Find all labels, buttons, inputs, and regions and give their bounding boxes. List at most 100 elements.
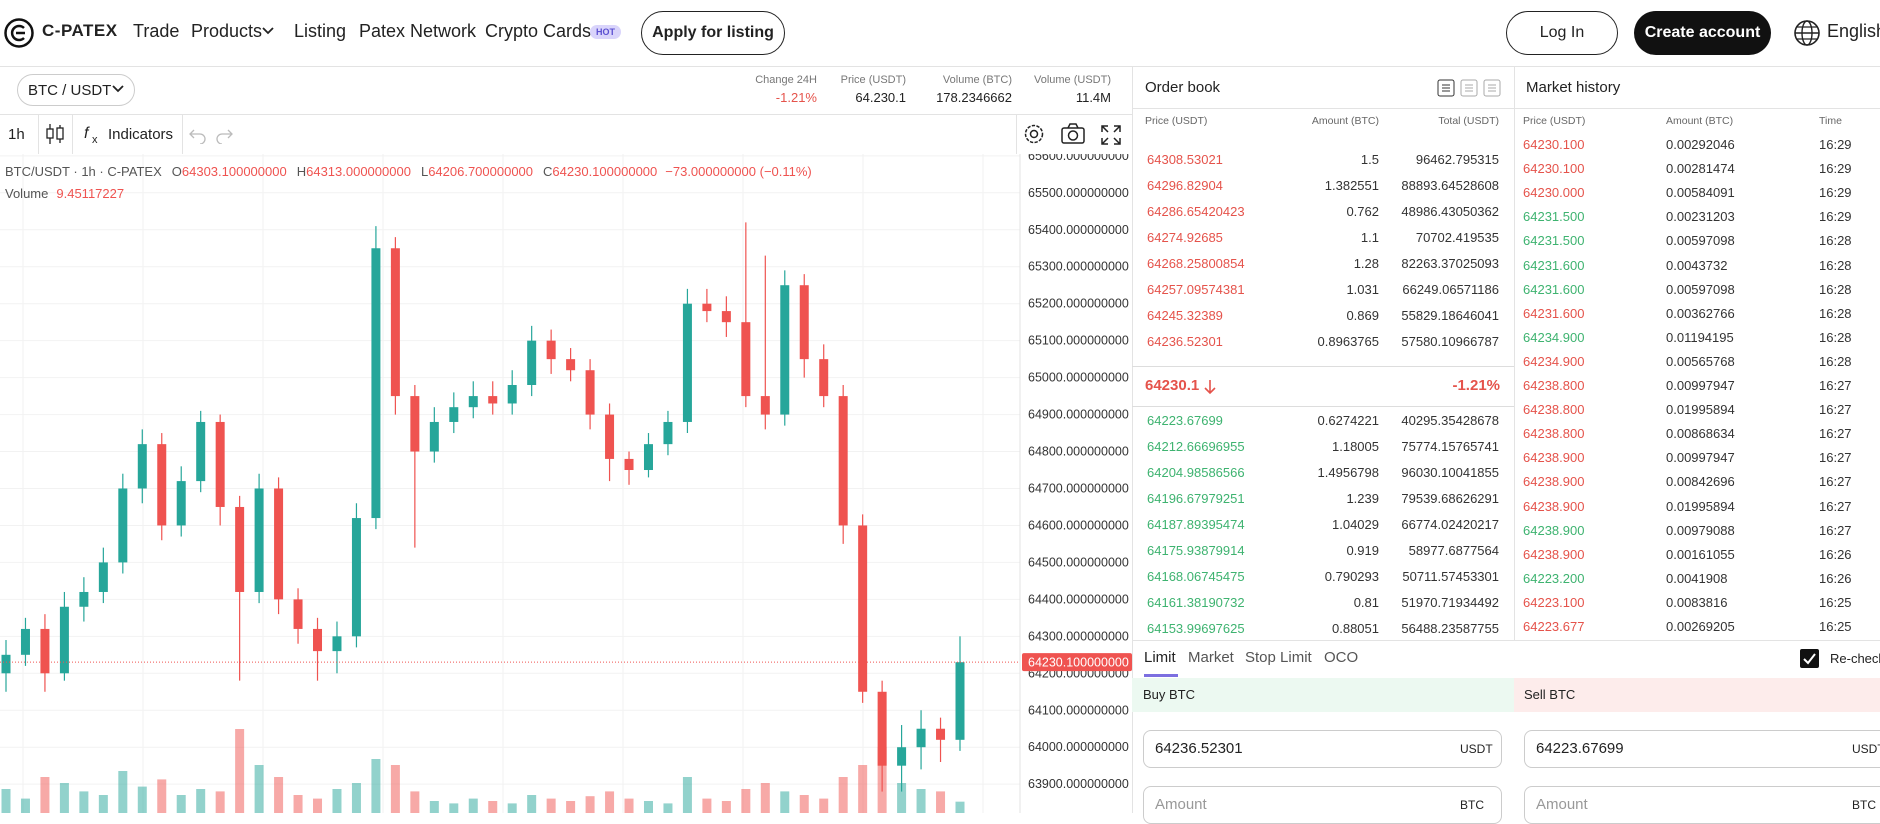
candle-body: [449, 407, 459, 422]
bid-cell: 64168.06745475: [1147, 569, 1245, 584]
ohlc-change: −73.000000000 (−0.11%): [665, 164, 812, 179]
volume-bar: [1, 789, 11, 813]
trade-price: 64238.900: [1523, 546, 1585, 562]
volume-bar: [546, 798, 556, 813]
volume-bar: [254, 765, 264, 813]
ask-cell: 55829.18646041: [1401, 308, 1499, 323]
ask-cell: 64236.52301: [1147, 334, 1223, 349]
nav-link[interactable]: Products: [191, 21, 263, 41]
trade-price: 64223.200: [1523, 570, 1585, 586]
column-header: Amount (BTC): [1311, 115, 1379, 127]
input-unit: USDT: [1460, 742, 1493, 756]
fullscreen-icon[interactable]: [1100, 124, 1122, 146]
y-tick-label: 65500.000000000: [1028, 186, 1129, 200]
globe-icon[interactable]: [1793, 19, 1821, 47]
screenshot-icon[interactable]: [1060, 122, 1086, 146]
interval[interactable]: 1h: [8, 126, 25, 143]
input-field[interactable]: [1524, 730, 1880, 768]
bid-cell: 79539.68626291: [1401, 491, 1499, 506]
indicators-button[interactable]: Indicators: [108, 126, 174, 143]
candle-body: [176, 481, 186, 526]
buy-title: Buy BTC: [1143, 687, 1196, 702]
volume-bar: [643, 801, 653, 813]
bid-cell: 64153.99697625: [1147, 621, 1245, 636]
candle-body: [682, 303, 692, 422]
trade-amount: 0.00231203: [1666, 209, 1735, 225]
chart-title: BTC/USDT · 1h · C-PATEX: [5, 164, 162, 179]
stat-label: Volume (BTC): [942, 74, 1012, 86]
brand[interactable]: C-PATEX: [42, 21, 118, 40]
ask-cell: 0.762: [1346, 204, 1379, 219]
order-tab[interactable]: Limit: [1144, 649, 1176, 666]
volume-bar: [98, 795, 108, 813]
volume-bar: [605, 791, 615, 813]
trade-time: 16:28: [1819, 257, 1852, 273]
bid-cell: 1.239: [1346, 491, 1379, 506]
nav-link[interactable]: Crypto Cards: [485, 21, 592, 41]
candle-body: [702, 303, 712, 312]
language[interactable]: English: [1827, 21, 1880, 41]
trade-price: 64231.600: [1523, 257, 1585, 273]
pair-selector[interactable]: BTC / USDT: [17, 74, 135, 106]
volume-bar: [293, 795, 303, 813]
login-button[interactable]: Log In: [1506, 11, 1618, 55]
trade-price: 64238.900: [1523, 522, 1585, 538]
bid-cell: 0.88051: [1332, 621, 1379, 636]
ask-cell: 1.5: [1360, 152, 1379, 167]
trade-price: 64238.900: [1523, 450, 1585, 466]
input-value: Amount: [1536, 796, 1588, 813]
ask-cell: 64308.53021: [1147, 152, 1223, 167]
recheck-checkbox[interactable]: [1800, 649, 1819, 668]
volume-bar: [371, 759, 381, 813]
input-field[interactable]: [1143, 730, 1502, 768]
bid-cell: 1.18005: [1332, 439, 1379, 454]
volume-label: Volume: [5, 186, 48, 201]
trade-time: 16:28: [1819, 281, 1852, 297]
order-tab[interactable]: OCO: [1324, 649, 1359, 666]
candle-body: [916, 728, 926, 748]
candle-body: [877, 691, 887, 766]
logo[interactable]: [3, 17, 35, 49]
products-chevron[interactable]: [262, 26, 274, 36]
create-account-button[interactable]: Create account: [1634, 11, 1771, 55]
y-tick-label: 64100.000000000: [1028, 703, 1129, 717]
candle-body: [897, 747, 907, 766]
order-tab[interactable]: Market: [1188, 649, 1234, 666]
ask-cell: 64286.65420423: [1147, 204, 1245, 219]
column-header: Time: [1819, 115, 1842, 127]
candle-body: [488, 396, 498, 404]
trade-time: 16:27: [1819, 522, 1852, 538]
candle-body: [196, 421, 206, 482]
tab-underline: [1144, 674, 1178, 677]
ask-cell: 64296.82904: [1147, 178, 1223, 193]
apply-button[interactable]: Apply for listing: [641, 11, 785, 55]
candle-body: [351, 518, 361, 637]
volume-bar: [527, 795, 537, 813]
candle-body: [527, 340, 537, 386]
order-tab[interactable]: Stop Limit: [1245, 649, 1312, 666]
toolbar-sep: [1016, 114, 1017, 154]
nav-link[interactable]: Patex Network: [359, 21, 477, 41]
volume-bar: [468, 798, 478, 813]
market-history-title: Market history: [1526, 79, 1621, 96]
chart-legend: BTC/USDT · 1h · C-PATEX O64303.100000000 H…: [5, 164, 812, 179]
down-arrow: [1204, 380, 1216, 395]
trade-price: 64231.600: [1523, 281, 1585, 297]
nav-link[interactable]: Listing: [294, 21, 347, 41]
nav-link[interactable]: Trade: [133, 21, 180, 41]
stat-label: Volume (USDT): [1033, 74, 1111, 86]
volume-legend: Volume 9.45117227: [5, 186, 124, 201]
ask-cell: 1.1: [1360, 230, 1379, 245]
trade-amount: 0.00269205: [1666, 619, 1735, 634]
stat-value: 64.230.1: [855, 90, 906, 105]
trade-price: 64238.900: [1523, 498, 1585, 514]
trade-price: 64231.600: [1523, 305, 1585, 321]
undo-redo-icons[interactable]: [188, 124, 240, 144]
settings-icon[interactable]: [1022, 122, 1046, 146]
book-view-icons[interactable]: [1437, 79, 1503, 97]
candle-body: [371, 248, 381, 519]
volume-bar: [663, 803, 673, 813]
candle-type-icon[interactable]: [44, 122, 66, 146]
